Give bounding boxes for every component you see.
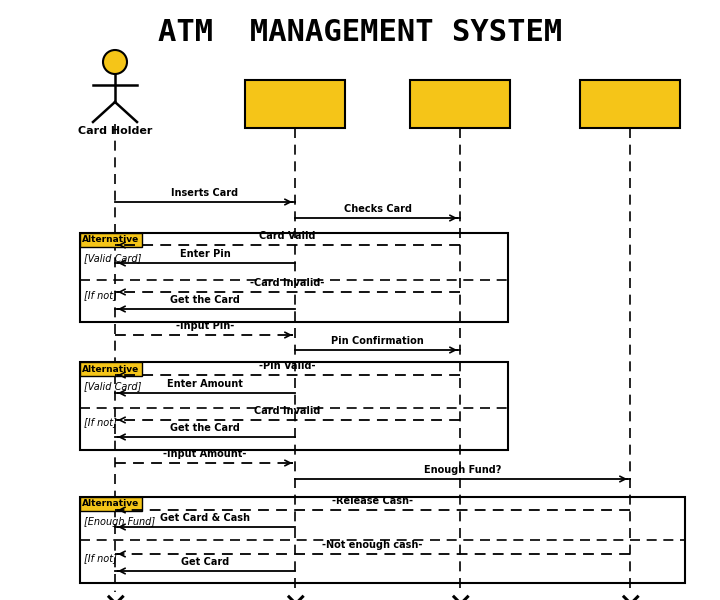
Bar bbox=[80, 497, 142, 511]
Text: Alternative: Alternative bbox=[82, 235, 140, 245]
Text: [If not]: [If not] bbox=[84, 553, 117, 563]
Text: Get the Card: Get the Card bbox=[170, 295, 240, 305]
Bar bbox=[80, 233, 508, 322]
Bar bbox=[80, 362, 508, 450]
Text: Enough Fund?: Enough Fund? bbox=[424, 465, 501, 475]
Bar bbox=[410, 80, 510, 128]
Text: Alternative: Alternative bbox=[82, 499, 140, 509]
Text: -Release Cash-: -Release Cash- bbox=[332, 496, 413, 506]
Text: ✕: ✕ bbox=[447, 593, 473, 600]
Text: Enter Amount: Enter Amount bbox=[167, 379, 243, 389]
Text: Card Valid: Card Valid bbox=[259, 231, 316, 241]
Text: -Pin Valid-: -Pin Valid- bbox=[259, 361, 316, 371]
Text: -Not enough cash-: -Not enough cash- bbox=[323, 540, 423, 550]
Text: ✕: ✕ bbox=[102, 593, 127, 600]
Text: Inserts Card: Inserts Card bbox=[171, 188, 238, 198]
Text: [Enough Fund]: [Enough Fund] bbox=[84, 517, 155, 527]
Text: Pin Confirmation: Pin Confirmation bbox=[331, 336, 424, 346]
Text: Checks Card: Checks Card bbox=[343, 204, 412, 214]
Text: ✕: ✕ bbox=[282, 593, 307, 600]
Text: ✕: ✕ bbox=[617, 593, 643, 600]
Bar bbox=[80, 497, 685, 583]
Text: System Server: System Server bbox=[415, 99, 505, 109]
Text: Bank Account
Database: Bank Account Database bbox=[588, 93, 672, 115]
Text: -Input Amount-: -Input Amount- bbox=[163, 449, 247, 459]
Text: Card Invalid: Card Invalid bbox=[254, 406, 320, 416]
Text: ATM  MANAGEMENT SYSTEM: ATM MANAGEMENT SYSTEM bbox=[158, 18, 562, 47]
Text: -Input Pin-: -Input Pin- bbox=[176, 321, 234, 331]
Text: [Valid Card]: [Valid Card] bbox=[84, 381, 141, 391]
Text: [Valid Card]: [Valid Card] bbox=[84, 253, 141, 263]
Text: ATM Machine: ATM Machine bbox=[253, 99, 336, 109]
Bar bbox=[580, 80, 680, 128]
Text: Get Card & Cash: Get Card & Cash bbox=[160, 513, 250, 523]
Text: Alternative: Alternative bbox=[82, 364, 140, 373]
Text: -Card Invalid-: -Card Invalid- bbox=[251, 278, 325, 288]
Circle shape bbox=[103, 50, 127, 74]
Text: [If not]: [If not] bbox=[84, 417, 117, 427]
Text: Card Holder: Card Holder bbox=[78, 126, 152, 136]
Bar bbox=[245, 80, 345, 128]
Text: Get the Card: Get the Card bbox=[170, 423, 240, 433]
Text: [If not]: [If not] bbox=[84, 290, 117, 300]
Bar bbox=[80, 362, 142, 376]
Bar bbox=[80, 233, 142, 247]
Text: Enter Pin: Enter Pin bbox=[179, 249, 230, 259]
Text: Get Card: Get Card bbox=[181, 557, 229, 567]
